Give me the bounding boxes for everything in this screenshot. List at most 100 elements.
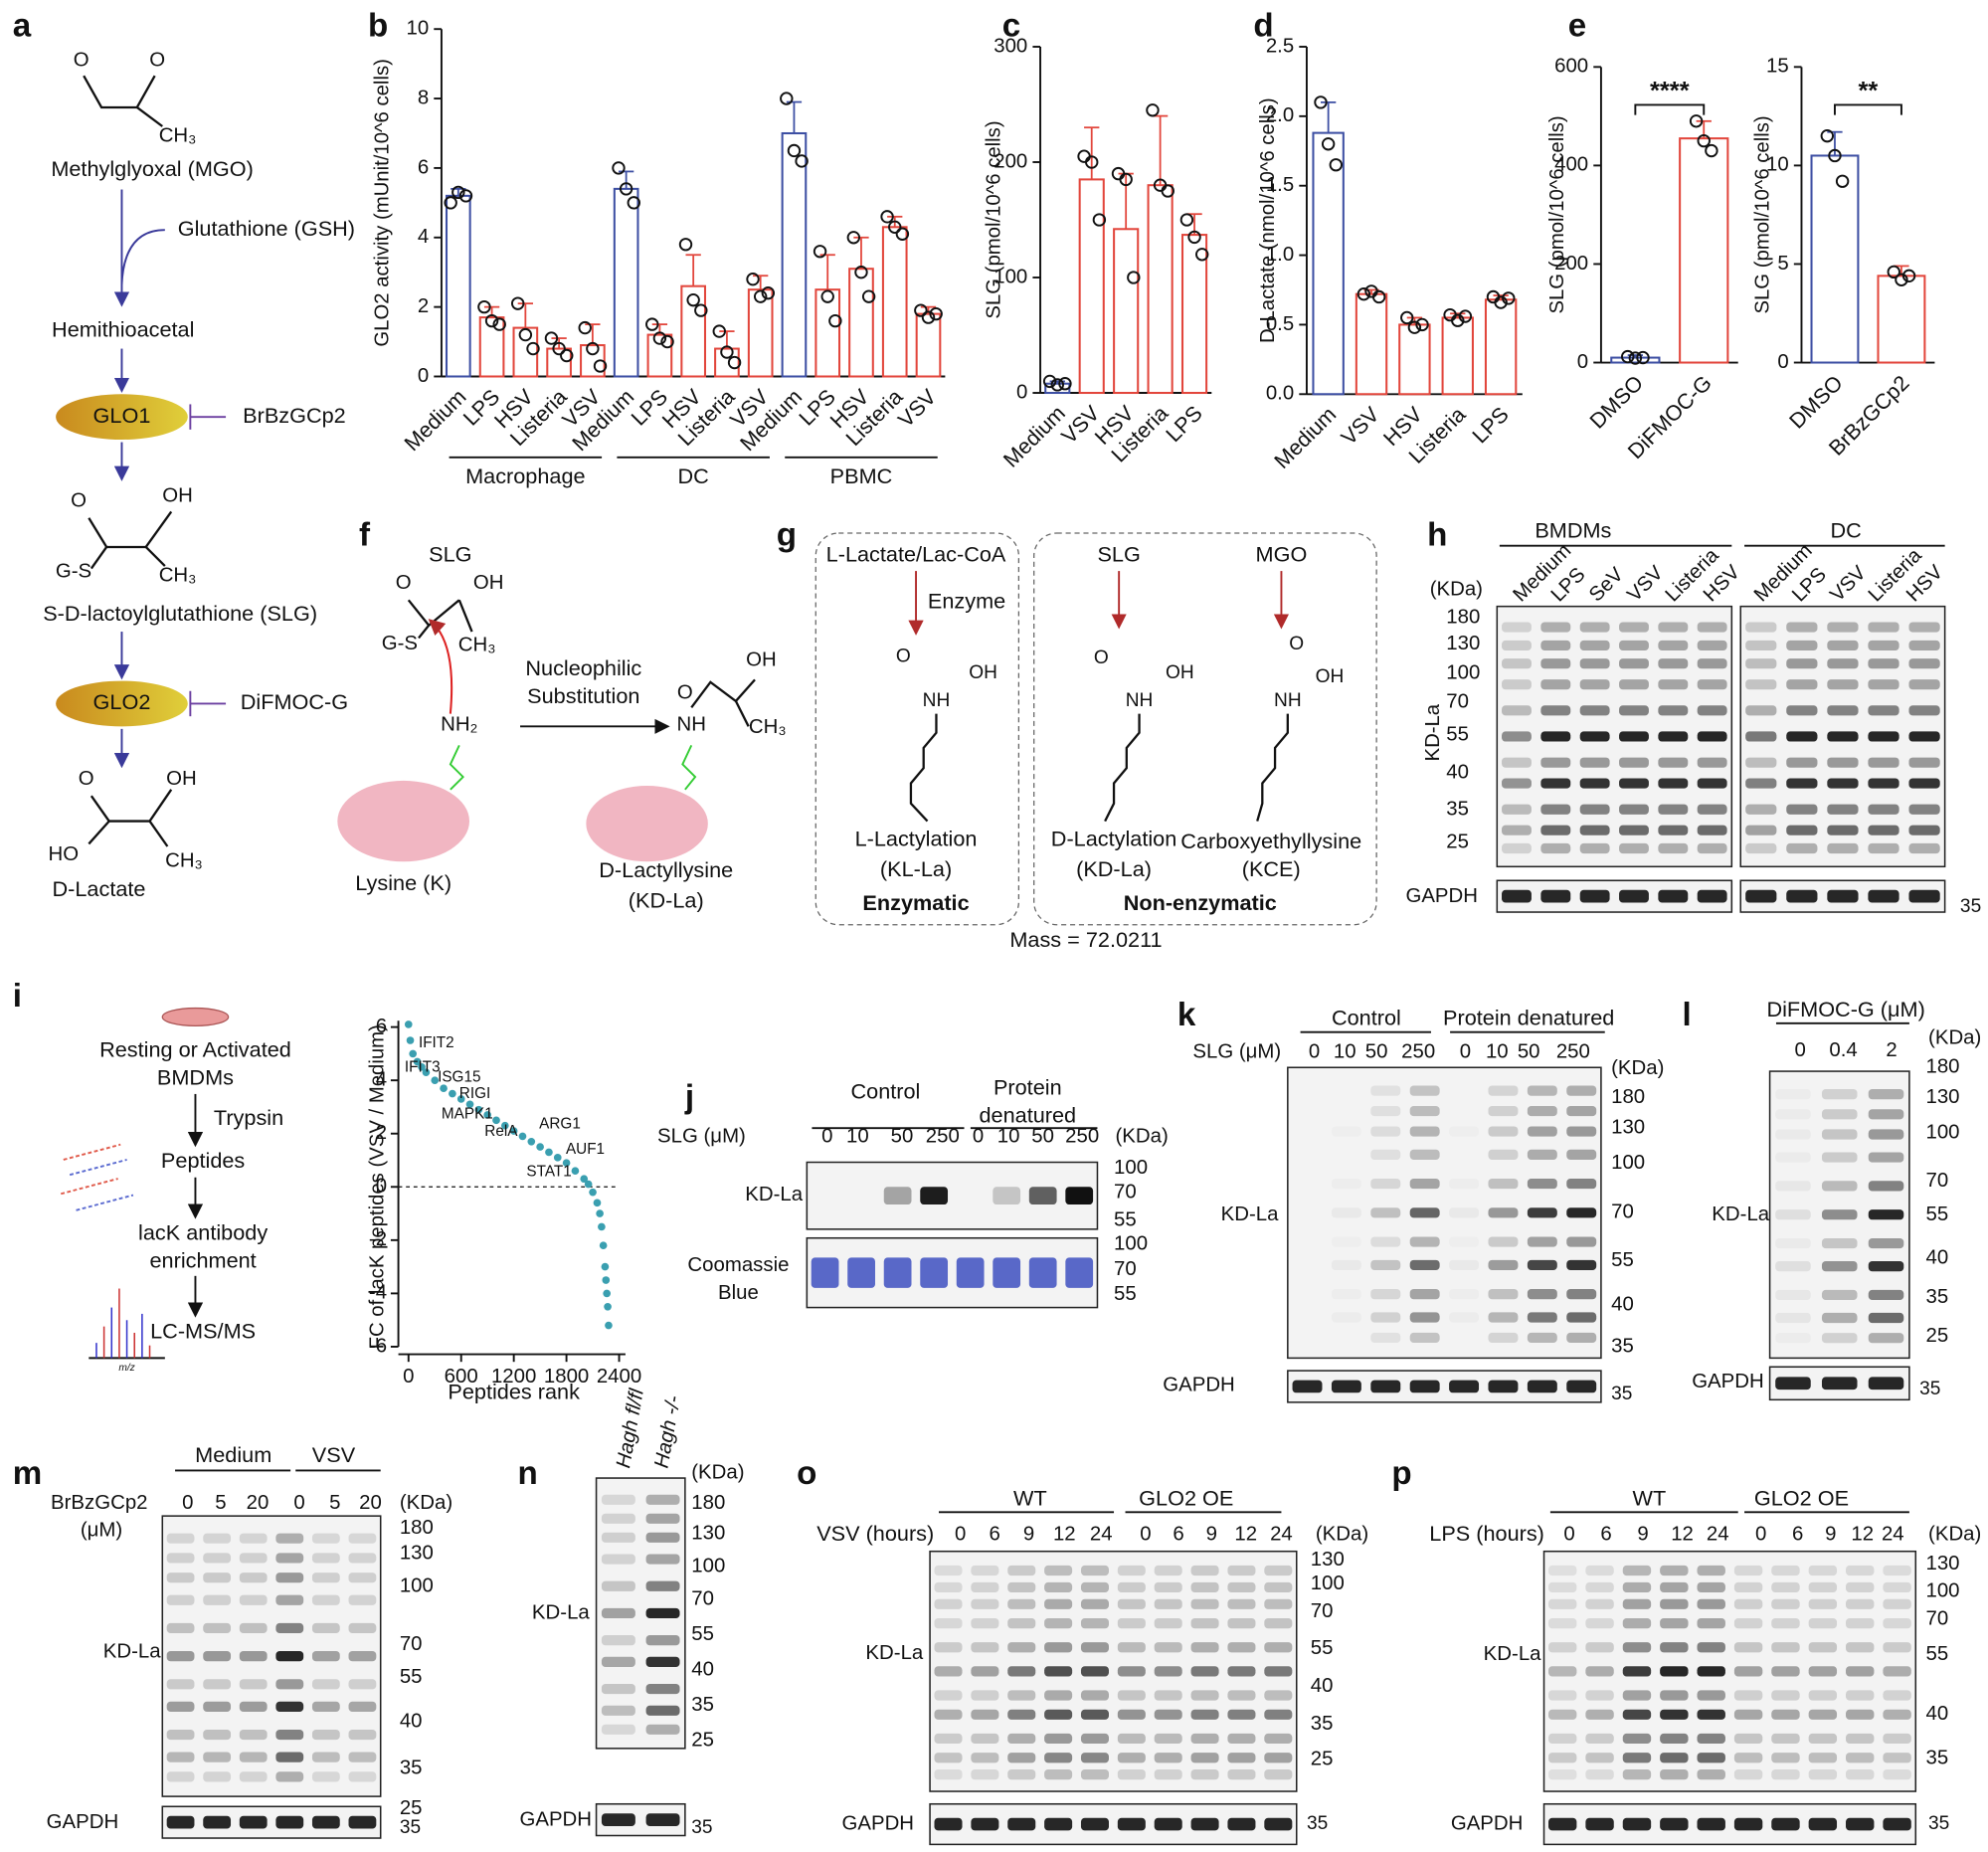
band [1733, 1642, 1763, 1653]
band [1846, 1598, 1875, 1609]
annotation: IFIT3 [405, 1058, 441, 1075]
band [1080, 1769, 1109, 1780]
lane-label: Hagh fl/fl [613, 1387, 648, 1469]
band [1660, 1769, 1689, 1780]
label: (μM) [81, 1520, 122, 1542]
band [1579, 825, 1610, 835]
data-point [571, 1167, 580, 1176]
band [1619, 825, 1649, 835]
band [1846, 1753, 1875, 1763]
data-point [560, 348, 574, 363]
band [275, 1594, 304, 1605]
data-point [484, 313, 499, 328]
band [1449, 1289, 1479, 1299]
band [1117, 1581, 1146, 1592]
blot [1496, 605, 1733, 868]
data-point [440, 1084, 448, 1093]
band [1827, 658, 1859, 669]
band [1409, 1179, 1440, 1190]
marker-label: 55 [1114, 1283, 1137, 1305]
data-point [1161, 184, 1175, 198]
atom: HO [48, 843, 79, 865]
bond [681, 744, 697, 791]
band [1697, 679, 1727, 690]
band [1786, 658, 1818, 669]
band [1579, 622, 1610, 633]
band [1007, 1666, 1036, 1677]
lane-label: 50 [1031, 1126, 1054, 1148]
box [814, 532, 1020, 926]
atom: CH₃ [458, 634, 496, 655]
label: SLG [429, 542, 471, 567]
band [203, 1679, 232, 1690]
band [203, 1701, 232, 1712]
band [601, 1513, 635, 1524]
band [601, 1724, 635, 1735]
band [1786, 757, 1818, 768]
lane-label: 24 [1707, 1524, 1729, 1546]
band [1488, 1105, 1519, 1117]
bar [646, 333, 673, 378]
band [1370, 1085, 1401, 1096]
band [239, 1815, 268, 1829]
y-tick-label: 0.5 [1266, 313, 1294, 335]
band [1190, 1753, 1219, 1763]
band [1579, 640, 1610, 650]
lane-label: 50 [1518, 1040, 1540, 1062]
x-axis-label: Peptides rank [448, 1380, 580, 1404]
band [645, 1494, 680, 1505]
band [1044, 1598, 1073, 1609]
marker-label: 130 [1925, 1553, 1959, 1574]
band [1771, 1598, 1800, 1609]
band [1227, 1769, 1256, 1780]
peptide [76, 1194, 134, 1211]
data-point [820, 289, 834, 303]
band [1868, 778, 1899, 789]
data-point [601, 1262, 610, 1271]
bond [734, 700, 750, 727]
label: Mass = 72.0211 [1009, 927, 1162, 952]
bar [512, 326, 539, 378]
band [1547, 1618, 1577, 1629]
band [1154, 1733, 1182, 1745]
band [1370, 1312, 1401, 1323]
band [166, 1815, 195, 1829]
band [1007, 1817, 1036, 1831]
band [883, 1257, 912, 1288]
band [601, 1532, 635, 1543]
band [1044, 1666, 1073, 1677]
band [1868, 757, 1899, 768]
label: BMDMs [1535, 517, 1611, 542]
bond [1256, 713, 1289, 822]
band [1007, 1642, 1036, 1653]
y-tick-label: 6 [418, 156, 429, 178]
data-point [645, 317, 659, 331]
band [348, 1622, 377, 1634]
band [1821, 1152, 1858, 1163]
y-tick-label: 200 [1554, 253, 1588, 275]
lane-label: 0 [1460, 1040, 1471, 1062]
band [1658, 889, 1689, 903]
band [1771, 1690, 1800, 1701]
band [1227, 1733, 1256, 1745]
data-point [787, 143, 802, 158]
y-tick-label: 5 [1777, 253, 1788, 275]
band [1502, 622, 1532, 633]
label: Protein denatured [1443, 1006, 1614, 1030]
label: KD-La [1221, 1204, 1280, 1225]
band [1154, 1769, 1182, 1780]
marker-label: 35 [1611, 1335, 1634, 1357]
x-tick-label: VSV [893, 384, 942, 433]
band [993, 1257, 1021, 1288]
data-point [678, 238, 693, 252]
label: GLO2 OE [1754, 1485, 1849, 1510]
band [1846, 1709, 1875, 1720]
label: KD-La [1484, 1643, 1542, 1665]
band [1908, 622, 1940, 633]
band [1883, 1733, 1911, 1745]
band [1868, 842, 1899, 854]
band [203, 1651, 232, 1662]
panel-label: g [777, 517, 797, 554]
band [239, 1679, 268, 1690]
data-point [422, 1068, 431, 1076]
